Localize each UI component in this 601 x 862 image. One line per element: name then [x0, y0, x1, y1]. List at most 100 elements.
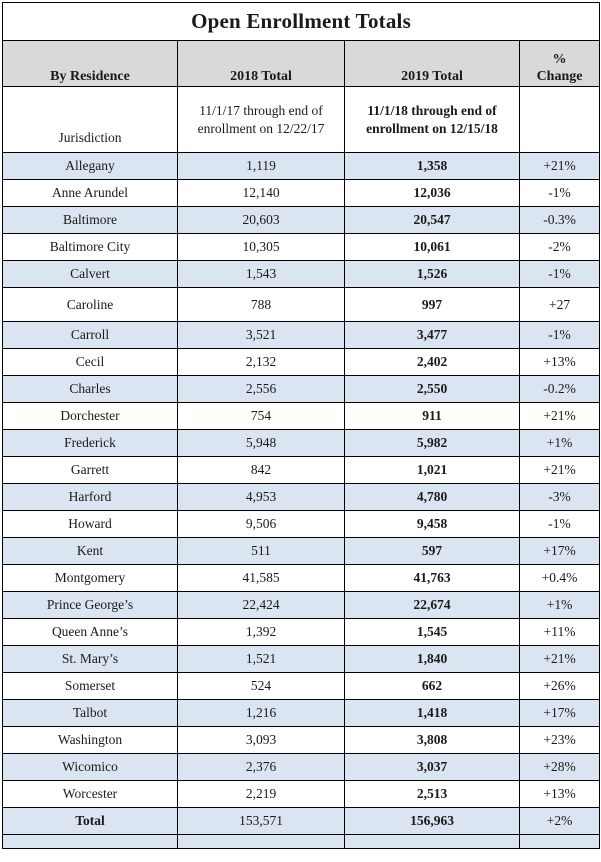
table-row: Baltimore City 10,305 10,061 -2% [2, 233, 601, 261]
total-2018-cell: 1,543 [177, 260, 345, 288]
pct-change-cell: -1% [518, 510, 601, 538]
pct-change-cell: +0.4% [518, 564, 601, 592]
jurisdiction-cell: Caroline [2, 287, 178, 322]
total-2018-cell: 153,571 [177, 807, 345, 835]
table-row: Queen Anne’s 1,392 1,545 +11% [2, 618, 601, 646]
total-2019-cell: 2,550 [344, 375, 520, 403]
total-2019-cell: 41,763 [344, 564, 520, 592]
total-2019-cell: 5,982 [344, 429, 520, 457]
pct-change-cell: +13% [518, 348, 601, 376]
total-2019-cell: 3,477 [344, 321, 520, 349]
jurisdiction-cell: Talbot [2, 699, 178, 727]
column-header-2019-total: 2019 Total [344, 40, 520, 87]
subheader-pct-change-empty [518, 86, 601, 153]
total-2018-cell: 1,216 [177, 699, 345, 727]
jurisdiction-cell [2, 834, 178, 849]
column-header-pct-change-label: % Change [536, 52, 583, 85]
total-2019-cell: 4,780 [344, 483, 520, 511]
table-row: Dorchester 754 911 +21% [2, 402, 601, 430]
jurisdiction-cell: Prince George’s [2, 591, 178, 619]
pct-change-cell: +1% [518, 591, 601, 619]
total-2019-cell: 597 [344, 537, 520, 565]
jurisdiction-cell: St. Mary’s [2, 645, 178, 673]
total-2019-cell: 1,526 [344, 260, 520, 288]
total-2018-cell: 2,132 [177, 348, 345, 376]
table-row: Prince George’s 22,424 22,674 +1% [2, 591, 601, 619]
total-2019-cell: 3,808 [344, 726, 520, 754]
jurisdiction-cell: Allegany [2, 152, 178, 180]
pct-change-cell: +21% [518, 645, 601, 673]
total-2019-cell: 12,036 [344, 179, 520, 207]
subheader-row: Jurisdiction 11/1/17 through end of enro… [2, 86, 601, 153]
total-2019-cell: 9,458 [344, 510, 520, 538]
total-2018-cell: 12,140 [177, 179, 345, 207]
total-2018-cell: 2,376 [177, 753, 345, 781]
subheader-jurisdiction: Jurisdiction [2, 86, 178, 153]
jurisdiction-cell: Wicomico [2, 753, 178, 781]
total-2019-cell: 3,037 [344, 753, 520, 781]
total-2019-cell: 2,513 [344, 780, 520, 808]
total-2018-cell: 788 [177, 287, 345, 322]
pct-change-cell: -1% [518, 260, 601, 288]
table-row: Caroline 788 997 +27 [2, 287, 601, 322]
total-2019-cell: 22,674 [344, 591, 520, 619]
total-2018-cell: 9,506 [177, 510, 345, 538]
table-row: Cecil 2,132 2,402 +13% [2, 348, 601, 376]
pct-change-cell: +13% [518, 780, 601, 808]
total-2018-cell: 524 [177, 672, 345, 700]
total-2018-cell: 10,305 [177, 233, 345, 261]
total-2018-cell: 20,603 [177, 206, 345, 234]
total-2018-cell: 2,556 [177, 375, 345, 403]
jurisdiction-cell: Dorchester [2, 402, 178, 430]
pct-change-cell: +17% [518, 699, 601, 727]
pct-change-cell: -2% [518, 233, 601, 261]
total-2019-cell: 911 [344, 402, 520, 430]
jurisdiction-cell: Worcester [2, 780, 178, 808]
total-2018-cell: 842 [177, 456, 345, 484]
table-row: Frederick 5,948 5,982 +1% [2, 429, 601, 457]
total-2019-cell: 20,547 [344, 206, 520, 234]
column-header-row: By Residence 2018 Total 2019 Total % Cha… [2, 40, 601, 87]
pct-change-cell: +2% [518, 807, 601, 835]
total-2018-cell: 2,219 [177, 780, 345, 808]
pct-change-cell: -3% [518, 483, 601, 511]
total-2019-cell: 2,402 [344, 348, 520, 376]
table-row: Worcester 2,219 2,513 +13% [2, 780, 601, 808]
jurisdiction-cell: Anne Arundel [2, 179, 178, 207]
total-2018-cell: 4,953 [177, 483, 345, 511]
pct-change-cell: -1% [518, 321, 601, 349]
table-row: Somerset 524 662 +26% [2, 672, 601, 700]
jurisdiction-cell: Baltimore City [2, 233, 178, 261]
table-row: Calvert 1,543 1,526 -1% [2, 260, 601, 288]
pct-change-cell: +1% [518, 429, 601, 457]
total-2018-cell: 1,392 [177, 618, 345, 646]
pct-change-cell: -0.3% [518, 206, 601, 234]
clipped-partial-row [2, 834, 601, 849]
pct-change-cell: +21% [518, 456, 601, 484]
total-2018-cell: 5,948 [177, 429, 345, 457]
jurisdiction-cell: Washington [2, 726, 178, 754]
total-2019-cell: 1,358 [344, 152, 520, 180]
total-2018-cell: 41,585 [177, 564, 345, 592]
pct-change-cell: +28% [518, 753, 601, 781]
table-row: Montgomery 41,585 41,763 +0.4% [2, 564, 601, 592]
jurisdiction-cell: Calvert [2, 260, 178, 288]
table-row: Washington 3,093 3,808 +23% [2, 726, 601, 754]
total-2018-cell: 511 [177, 537, 345, 565]
total-2018-cell: 754 [177, 402, 345, 430]
total-2019-cell: 997 [344, 287, 520, 322]
table-row: Baltimore 20,603 20,547 -0.3% [2, 206, 601, 234]
table-row: Allegany 1,119 1,358 +21% [2, 152, 601, 180]
pct-change-cell: -0.2% [518, 375, 601, 403]
table-row: St. Mary’s 1,521 1,840 +21% [2, 645, 601, 673]
table-row: Garrett 842 1,021 +21% [2, 456, 601, 484]
total-2018-cell: 3,521 [177, 321, 345, 349]
jurisdiction-cell: Howard [2, 510, 178, 538]
total-2018-cell: 22,424 [177, 591, 345, 619]
pct-change-cell: +11% [518, 618, 601, 646]
pct-change-cell: +26% [518, 672, 601, 700]
column-header-residence: By Residence [2, 40, 178, 87]
jurisdiction-cell: Kent [2, 537, 178, 565]
